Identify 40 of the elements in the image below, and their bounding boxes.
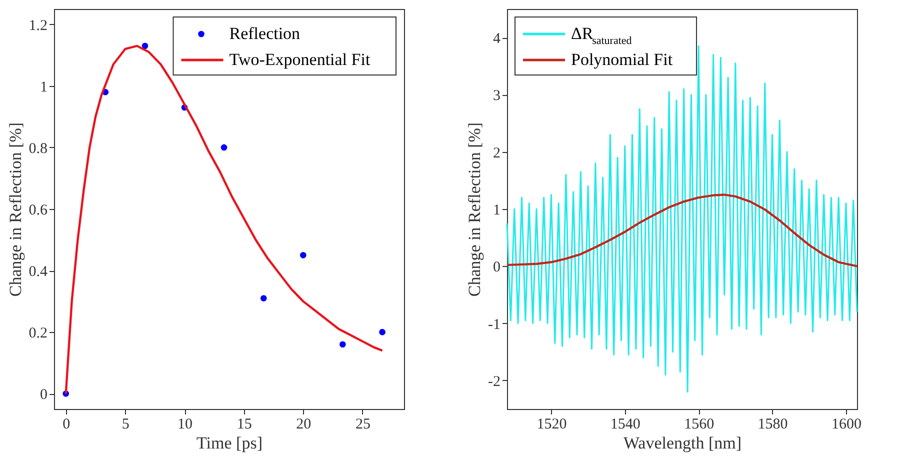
y-tick-label: -1 xyxy=(488,316,500,333)
x-tick-label: 0 xyxy=(62,416,70,432)
x-axis-title: Time [ps] xyxy=(196,434,262,452)
x-tick-label: 10 xyxy=(178,416,193,432)
y-tick-label: 1 xyxy=(40,79,48,96)
x-tick-label: 25 xyxy=(355,416,370,432)
x-tick-label: 1520 xyxy=(536,416,567,432)
point xyxy=(260,295,267,302)
x-tick-label: 20 xyxy=(296,416,312,432)
y-tick-label: 0.4 xyxy=(28,264,48,280)
line-series xyxy=(506,45,858,393)
x-tick-label: 1600 xyxy=(831,416,862,432)
line-series xyxy=(506,194,858,268)
y-axis-title: Change in Reflection [%] xyxy=(465,122,484,297)
y-tick-label: 0.6 xyxy=(28,202,48,218)
y-tick-label: 3 xyxy=(493,88,500,104)
x-tick-label: 1580 xyxy=(758,416,788,432)
y-tick-label: 2 xyxy=(493,145,500,162)
x-tick-label: 1540 xyxy=(610,416,640,432)
point xyxy=(142,42,148,50)
y-tick-label: 4 xyxy=(493,31,501,48)
x-tick-label: 1560 xyxy=(684,416,714,432)
legend-label: Reflection xyxy=(229,24,301,43)
y-tick-label: 0 xyxy=(493,260,500,276)
x-axis-title: Wavelength [nm] xyxy=(623,434,742,452)
point xyxy=(340,341,346,348)
y-tick-label: 1.2 xyxy=(28,18,48,34)
point xyxy=(300,252,306,258)
legend-label: Two-Exponential Fit xyxy=(229,50,370,69)
y-tick-label: -2 xyxy=(488,374,500,390)
y-tick-label: 0.2 xyxy=(28,326,48,342)
x-tick-label: 5 xyxy=(122,416,130,432)
y-tick-label: 0 xyxy=(40,387,48,404)
y-tick-label: 1 xyxy=(493,202,500,218)
x-tick-label: 15 xyxy=(236,416,252,432)
y-tick-label: 0.8 xyxy=(28,140,48,157)
legend-label: Polynomial Fit xyxy=(571,50,673,69)
point xyxy=(379,328,386,336)
y-axis-title: Change in Reflection [%] xyxy=(6,122,25,297)
point xyxy=(220,144,228,151)
